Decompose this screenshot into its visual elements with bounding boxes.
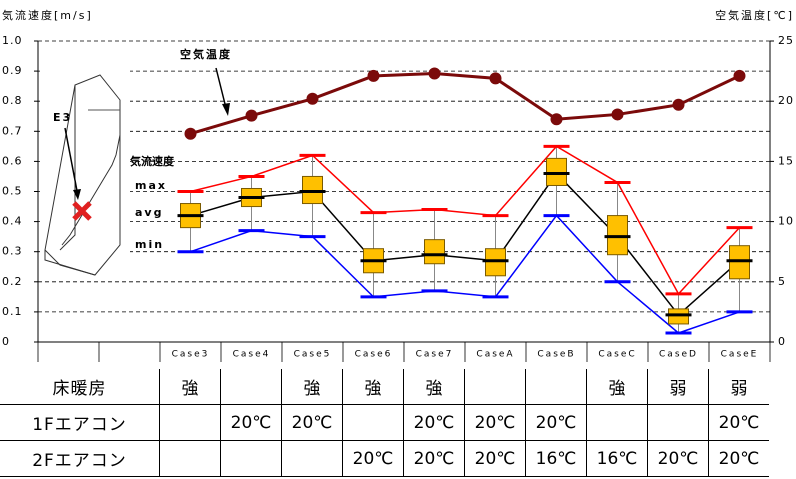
y-axis-label: 気流速度[m/s] xyxy=(2,8,93,22)
y2-tick-label: 0 xyxy=(778,335,786,348)
table-cell: 20℃ xyxy=(464,440,526,477)
y-tick-label: 0.3 xyxy=(2,245,23,258)
box xyxy=(546,157,567,186)
y-tick-label: 0.9 xyxy=(2,64,23,77)
y2-tick-label: 10 xyxy=(778,215,794,228)
table-cell xyxy=(159,440,221,477)
y-tick-label: 1.0 xyxy=(2,34,23,47)
row-header: 2Fエアコン xyxy=(0,440,160,477)
table-cell xyxy=(220,440,282,477)
series-label: avg xyxy=(135,206,163,219)
x-tick-label: Case4 xyxy=(233,350,271,360)
series-line xyxy=(190,145,741,296)
series-line xyxy=(190,72,741,136)
y2-tick-label: 15 xyxy=(778,154,794,167)
table-row: 2Fエアコン 20℃ 20℃ 20℃ 16℃ 16℃ 20℃ 20℃ xyxy=(0,440,769,477)
table-cell xyxy=(525,369,587,405)
x-tick-label: Case6 xyxy=(355,350,393,360)
box xyxy=(607,215,628,256)
table-cell: 20℃ xyxy=(525,404,587,441)
series-line xyxy=(190,214,740,334)
table-cell: 20℃ xyxy=(464,404,526,441)
table-row: 1Fエアコン 20℃ 20℃ 20℃ 20℃ 20℃ 20℃ xyxy=(0,404,769,441)
box xyxy=(302,175,323,205)
temperature-point xyxy=(245,109,258,122)
y-tick-label: 0.6 xyxy=(2,154,23,167)
series-label: max xyxy=(135,179,167,192)
row-header: 床暖房 xyxy=(0,369,160,405)
table-cell: 弱 xyxy=(708,369,769,405)
table-cell: 20℃ xyxy=(403,404,465,441)
table-cell: 20℃ xyxy=(647,440,709,477)
table-cell xyxy=(159,404,221,441)
x-tick-label: CaseD xyxy=(659,350,698,360)
x-tick-label: CaseC xyxy=(598,350,636,360)
x-tick-label: CaseB xyxy=(537,350,575,360)
table-cell: 20℃ xyxy=(708,440,769,477)
temperature-point xyxy=(550,113,563,126)
temperature-point xyxy=(672,98,685,111)
chart: 気流速度[m/s] 空気温度[℃] E3 0 0.1 0.2 0.3 0.4 0.5 0.6… xyxy=(2,8,794,362)
y2-tick-label: 20 xyxy=(778,94,794,107)
table-cell xyxy=(281,440,343,477)
table-cell: 16℃ xyxy=(525,440,587,477)
x-tick-label: CaseE xyxy=(721,350,759,360)
y2-axis-label: 空気温度[℃] xyxy=(715,8,794,22)
table-cell: 20℃ xyxy=(342,440,404,477)
y-tick-label: 0.1 xyxy=(2,305,23,318)
y-tick-label: 0.5 xyxy=(2,185,23,198)
annotation: 空気温度 xyxy=(180,47,232,61)
table-cell: 20℃ xyxy=(403,440,465,477)
x-tick-label: Case7 xyxy=(416,350,454,360)
table-cell: 強 xyxy=(403,369,465,405)
temperature-point xyxy=(733,69,746,82)
table-cell xyxy=(342,404,404,441)
table-cell: 強 xyxy=(586,369,648,405)
temperature-point xyxy=(611,108,624,121)
y-tick-label: 0.2 xyxy=(2,275,23,288)
table-cell: 20℃ xyxy=(220,404,282,441)
arrow-head xyxy=(222,103,230,116)
temperature-point xyxy=(489,72,502,85)
x-tick-label: Case3 xyxy=(172,350,210,360)
box xyxy=(729,245,750,280)
conditions-table: 床暖房強強強強強弱弱 1Fエアコン 20℃ 20℃ 20℃ 20℃ 20℃ 20℃ 2Fエアコン… xyxy=(0,369,769,477)
y-tick-label: 0 xyxy=(2,335,10,348)
annotation: 気流速度 xyxy=(130,154,175,168)
table-cell xyxy=(464,369,526,405)
stair-illustration xyxy=(40,70,130,280)
table-cell xyxy=(586,404,648,441)
temperature-point xyxy=(428,67,441,80)
table-cell xyxy=(647,404,709,441)
table-cell: 20℃ xyxy=(281,404,343,441)
table-cell xyxy=(220,369,282,405)
arrow xyxy=(215,67,227,109)
table-cell: 16℃ xyxy=(586,440,648,477)
temperature-point xyxy=(367,69,380,82)
y-tick-label: 0.7 xyxy=(2,124,23,137)
box xyxy=(424,239,445,265)
temperature-point xyxy=(184,127,197,140)
annotation: E3 xyxy=(53,111,72,124)
series-line xyxy=(190,172,740,317)
series-label: min xyxy=(135,238,164,251)
table-cell: 弱 xyxy=(647,369,709,405)
table-cell: 強 xyxy=(342,369,404,405)
y2-tick-label: 25 xyxy=(778,34,794,47)
table-cell: 20℃ xyxy=(708,404,769,441)
y2-tick-label: 5 xyxy=(778,275,786,288)
y-tick-label: 0.8 xyxy=(2,94,23,107)
y-tick-label: 0.4 xyxy=(2,215,23,228)
box xyxy=(485,248,506,277)
x-tick-label: CaseA xyxy=(476,350,514,360)
row-header: 1Fエアコン xyxy=(0,404,160,441)
table-row: 床暖房強強強強強弱弱 xyxy=(0,369,769,405)
table-cell: 強 xyxy=(159,369,221,405)
temperature-point xyxy=(306,92,319,105)
table-cell: 強 xyxy=(281,369,343,405)
x-tick-label: Case5 xyxy=(294,350,332,360)
box xyxy=(668,308,689,325)
